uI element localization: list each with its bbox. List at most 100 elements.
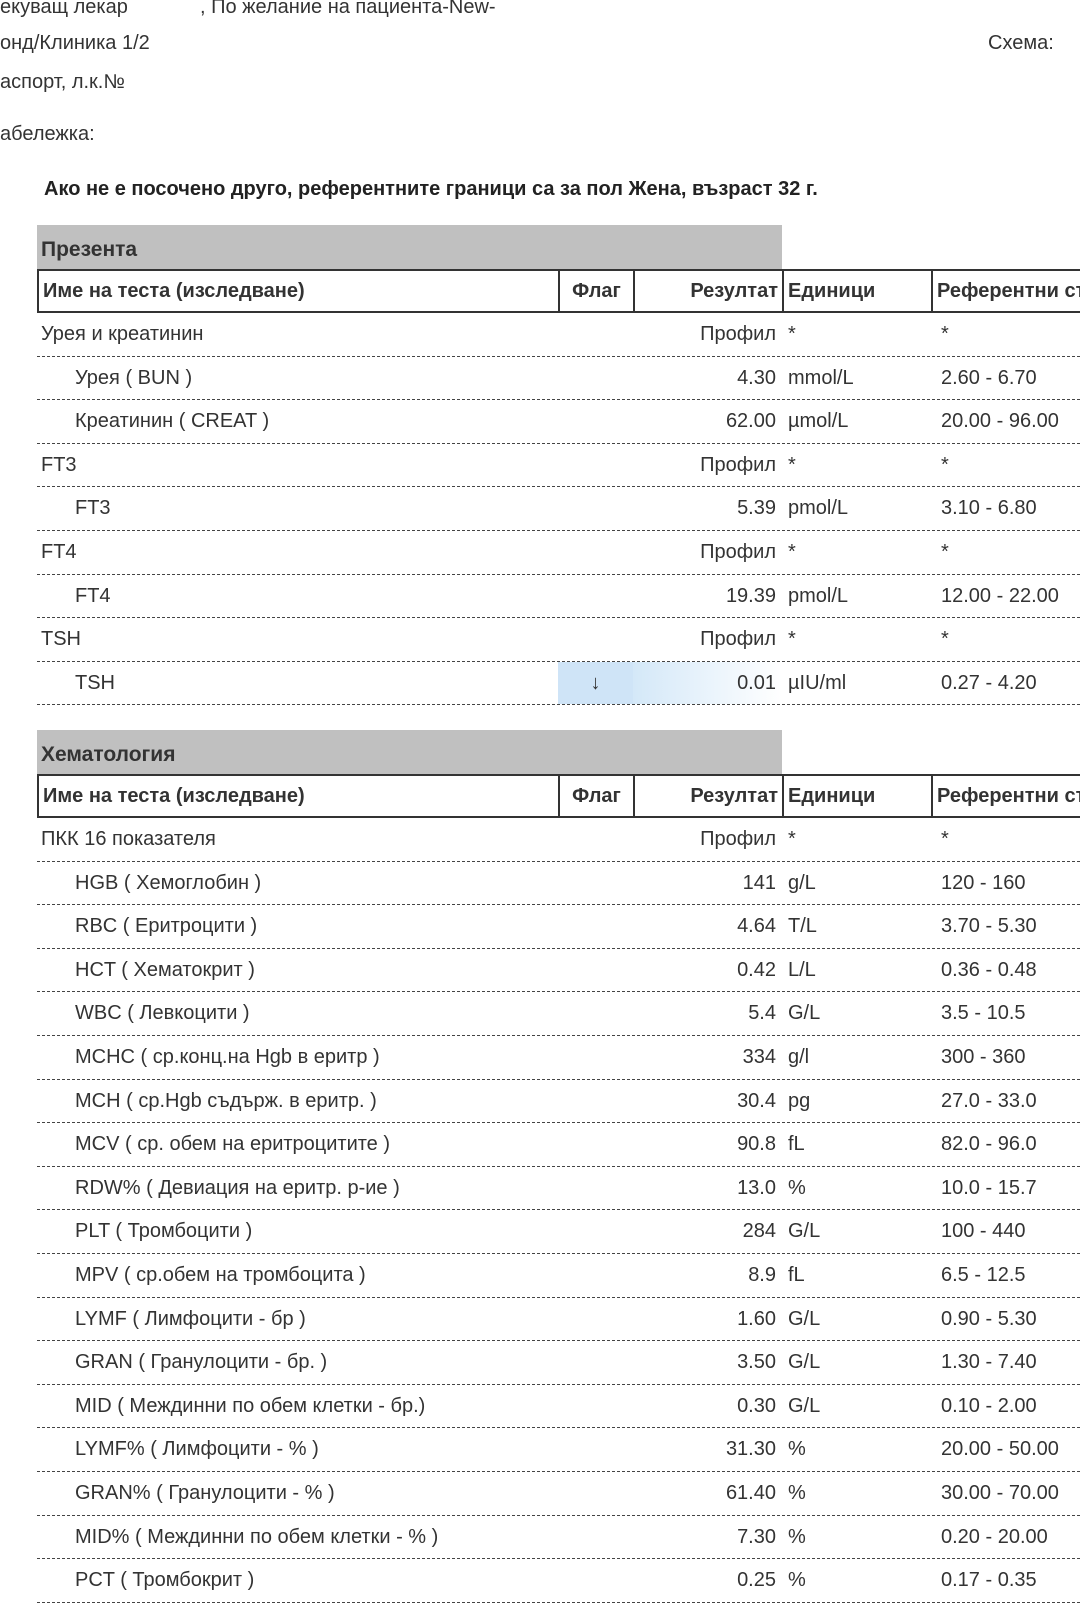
test-name: GRAN% ( Гранулоцити - % ) (75, 1481, 335, 1504)
flag-cell (558, 487, 633, 530)
reference-cell: 20.00 - 96.00 (941, 410, 1059, 433)
result-cell: 334 (742, 1045, 776, 1068)
table-row: TSH Профил * * (37, 618, 1080, 662)
units-cell: pg (788, 1089, 811, 1112)
table-row: GRAN ( Гранулоцити - бр. ) 3.50 G/L 1.30… (37, 1341, 1080, 1385)
result-cell: 3.50 (737, 1351, 776, 1374)
result-cell: 0.01 (633, 661, 782, 705)
test-name: Урея ( BUN ) (75, 366, 193, 389)
result-cell: Профил (700, 828, 776, 850)
result-cell: 13.0 (737, 1176, 776, 1199)
units-cell: G/L (788, 1220, 821, 1243)
units-cell: G/L (788, 1351, 821, 1374)
test-name: Урея и креатинин (41, 323, 204, 345)
table-row: MCHC ( ср.конц.на Hgb в еритр ) 334 g/l … (37, 1036, 1080, 1080)
reference-cell: 300 - 360 (941, 1045, 1026, 1068)
result-cell: 19.39 (725, 584, 776, 607)
column-header: Резултат (635, 271, 784, 311)
units-cell: fL (788, 1133, 805, 1156)
flag-cell (558, 949, 633, 992)
result-cell: 62.00 (725, 410, 776, 433)
test-name: Креатинин ( CREAT ) (75, 410, 270, 433)
section-title: Хематология (37, 730, 782, 774)
test-name: HCT ( Хематокрит ) (75, 958, 255, 981)
flag-cell (558, 1210, 633, 1253)
column-header: Флаг (560, 271, 635, 311)
flag-cell (558, 357, 633, 400)
result-cell: 7.30 (737, 1525, 776, 1548)
result-cell: 8.9 (748, 1263, 776, 1286)
table-row: MPV ( ср.обем на тромбоцита ) 8.9 fL 6.5… (37, 1254, 1080, 1298)
test-name: MID% ( Междинни по обем клетки - % ) (75, 1525, 439, 1548)
reference-note: Ако не е посочено друго, референтните гр… (44, 178, 818, 200)
test-name: MCHC ( ср.конц.на Hgb в еритр ) (75, 1045, 380, 1068)
reference-cell: 12.00 - 22.00 (941, 584, 1059, 607)
flag-cell (558, 905, 633, 948)
result-cell: Профил (700, 323, 776, 345)
flag-cell (558, 1298, 633, 1341)
units-cell: * (788, 828, 796, 850)
flag-cell (558, 400, 633, 443)
table-row: LYMF ( Лимфоцити - бр ) 1.60 G/L 0.90 - … (37, 1298, 1080, 1342)
column-header: Единици (784, 776, 933, 816)
units-cell: * (788, 628, 796, 651)
table-row: Урея и креатинин Профил * * (37, 313, 1080, 357)
test-name: LYMF% ( Лимфоцити - % ) (75, 1438, 319, 1461)
test-name: FT4 (75, 584, 111, 607)
section-0: Презента Име на теста (изследване) Флаг Рез… (37, 225, 1080, 706)
units-cell: G/L (788, 1002, 821, 1025)
table-row: Урея ( BUN ) 4.30 mmol/L 2.60 - 6.70 (37, 357, 1080, 401)
flag-cell (558, 575, 633, 618)
table-header: Име на теста (изследване) Флаг Резултат Еди… (37, 774, 1080, 818)
units-cell: % (788, 1438, 806, 1461)
flag-cell (558, 618, 633, 661)
result-cell: 0.25 (737, 1569, 776, 1592)
reference-cell: 3.10 - 6.80 (941, 497, 1037, 520)
attending-doctor-label: екуващ лекар (0, 0, 128, 18)
test-name: MID ( Междинни по обем клетки - бр.) (75, 1394, 426, 1417)
table-row: MCV ( ср. обем на еритроцитите ) 90.8 fL… (37, 1123, 1080, 1167)
table-row: HGB ( Хемоглобин ) 141 g/L 120 - 160 (37, 862, 1080, 906)
flag-cell (558, 1472, 633, 1515)
test-name: LYMF ( Лимфоцити - бр ) (75, 1307, 306, 1330)
table-row: LYMF% ( Лимфоцити - % ) 31.30 % 20.00 - … (37, 1428, 1080, 1472)
table-row: PCT ( Тромбокрит ) 0.25 % 0.17 - 0.35 (37, 1559, 1080, 1603)
test-name: PLT ( Тромбоцити ) (75, 1220, 253, 1243)
table-row: FT3 Профил * * (37, 444, 1080, 488)
result-cell: 30.4 (737, 1089, 776, 1112)
result-cell: 5.4 (748, 1002, 776, 1025)
section-title: Презента (37, 225, 782, 269)
table-row: TSH ↓ 0.01 µIU/ml 0.27 - 4.20 (37, 661, 1080, 706)
reference-cell: 0.20 - 20.00 (941, 1525, 1048, 1548)
reference-cell: 10.0 - 15.7 (941, 1176, 1037, 1199)
table-row: MCH ( ср.Hgb съдърж. в еритр. ) 30.4 pg … (37, 1080, 1080, 1124)
flag-cell (558, 444, 633, 487)
result-cell: 4.64 (737, 915, 776, 938)
reference-cell: 100 - 440 (941, 1220, 1026, 1243)
reference-cell: 0.36 - 0.48 (941, 958, 1037, 981)
section-1: Хематология Име на теста (изследване) Флаг… (37, 730, 1080, 1603)
table-row: RDW% ( Девиация на еритр. р-ие ) 13.0 % … (37, 1167, 1080, 1211)
result-cell: 31.30 (725, 1438, 776, 1461)
result-cell: 141 (742, 871, 776, 894)
column-header: Име на теста (изследване) (39, 271, 560, 311)
table-row: FT4 19.39 pmol/L 12.00 - 22.00 (37, 575, 1080, 619)
reference-cell: * (941, 828, 949, 850)
result-cell: 5.39 (737, 497, 776, 520)
units-cell: mmol/L (788, 366, 854, 389)
test-name: RBC ( Еритроцити ) (75, 915, 258, 938)
test-name: MCV ( ср. обем на еритроцитите ) (75, 1133, 391, 1156)
reference-cell: 0.90 - 5.30 (941, 1307, 1037, 1330)
units-cell: % (788, 1569, 806, 1592)
flag-cell (558, 992, 633, 1035)
table-row: WBC ( Левкоцити ) 5.4 G/L 3.5 - 10.5 (37, 992, 1080, 1036)
flag-cell: ↓ (558, 661, 633, 705)
table-row: MID ( Междинни по обем клетки - бр.) 0.3… (37, 1385, 1080, 1429)
table-row: Креатинин ( CREAT ) 62.00 µmol/L 20.00 -… (37, 400, 1080, 444)
units-cell: G/L (788, 1307, 821, 1330)
reference-cell: 6.5 - 12.5 (941, 1263, 1026, 1286)
table-row: FT4 Профил * * (37, 531, 1080, 575)
scheme-label: Схема: (988, 32, 1054, 54)
result-cell: 4.30 (737, 366, 776, 389)
remark-label: абележка: (0, 123, 95, 145)
